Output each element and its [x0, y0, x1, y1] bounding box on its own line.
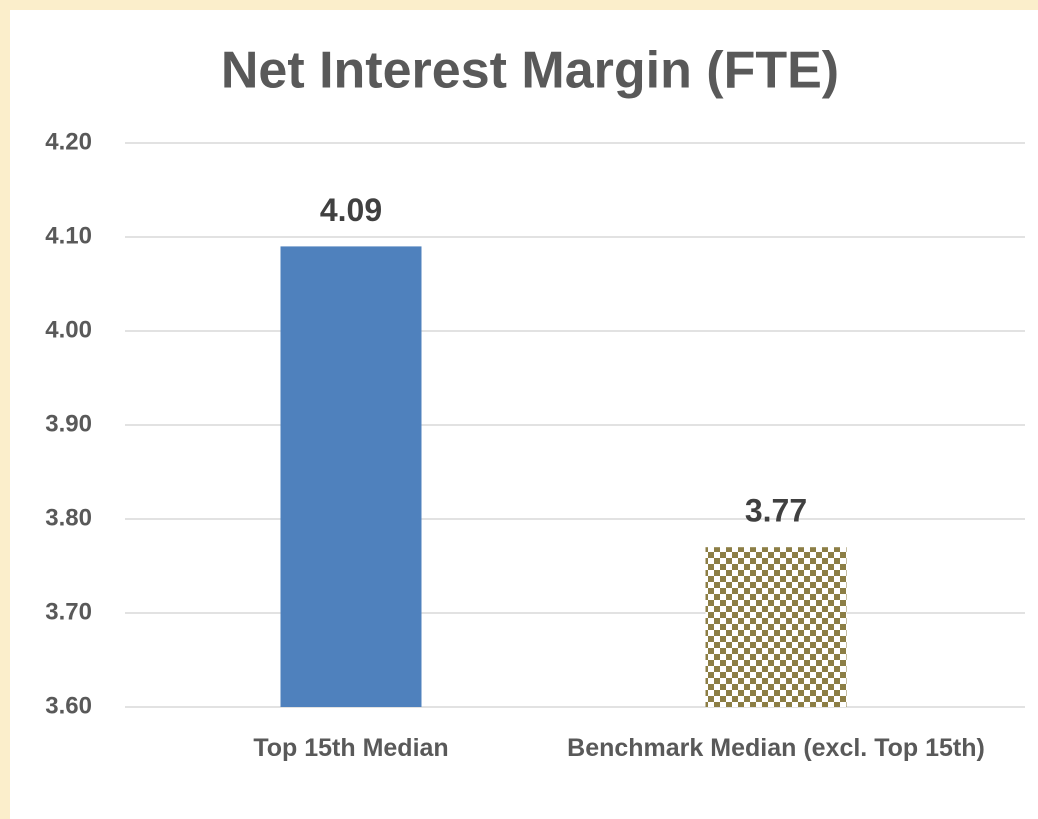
y-tick-label: 3.60 — [45, 692, 92, 719]
data-label: 3.77 — [745, 493, 807, 529]
y-tick-label: 3.70 — [45, 598, 92, 625]
y-tick-label: 3.80 — [45, 504, 92, 531]
chart-panel — [10, 10, 1038, 819]
x-tick-label: Top 15th Median — [253, 734, 449, 762]
x-tick-label: Benchmark Median (excl. Top 15th) — [567, 734, 985, 762]
chart-title: Net Interest Margin (FTE) — [221, 42, 839, 100]
bar — [705, 547, 847, 707]
bar — [280, 246, 422, 707]
y-tick-label: 4.20 — [45, 128, 92, 155]
y-tick-label: 3.90 — [45, 410, 92, 437]
data-label: 4.09 — [320, 192, 382, 228]
y-tick-label: 4.10 — [45, 222, 92, 249]
y-tick-label: 4.00 — [45, 316, 92, 343]
